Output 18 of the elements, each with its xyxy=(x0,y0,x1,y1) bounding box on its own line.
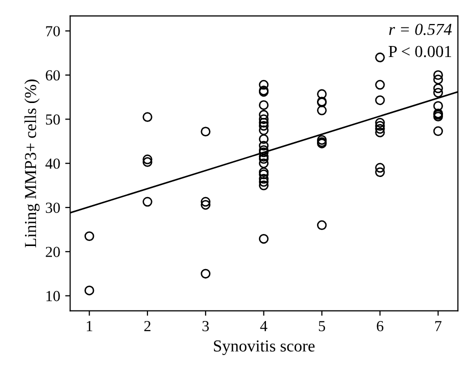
x-axis-title: Synovitis score xyxy=(214,340,315,356)
y-tick-label: 70 xyxy=(46,26,60,36)
x-tick-label: 7 xyxy=(435,321,442,332)
x-tick-label: 1 xyxy=(86,321,92,332)
x-tick-label: 5 xyxy=(318,321,326,332)
annotation: P < 0.001 xyxy=(388,46,452,58)
x-tick-label: 4 xyxy=(260,321,268,332)
y-tick-label: 50 xyxy=(46,114,60,125)
x-tick-label: 6 xyxy=(376,320,384,332)
x-tick-label: 2 xyxy=(144,320,150,332)
y-tick-label: 40 xyxy=(45,158,60,169)
y-axis-title: Lining MMP3+ cells (%) xyxy=(24,80,40,248)
y-tick-label: 60 xyxy=(46,70,60,81)
annotation: r = 0.574 xyxy=(389,24,452,36)
y-tick-label: 20 xyxy=(46,246,60,258)
x-tick-label: 3 xyxy=(202,320,209,332)
y-tick-label: 30 xyxy=(46,202,60,213)
y-tick-label: 10 xyxy=(46,290,60,302)
